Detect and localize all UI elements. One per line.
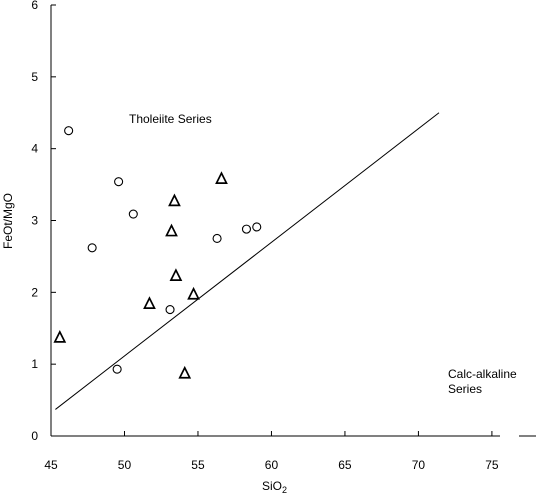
x-axis-title-subscript: 2 bbox=[282, 485, 287, 493]
x-tick-label-45: 45 bbox=[44, 458, 58, 472]
circle-point-7 bbox=[241, 224, 252, 234]
circle-point-1 bbox=[87, 243, 97, 253]
y-tick-label-6: 6 bbox=[31, 0, 38, 12]
y-axis-title: FeOt/MgO bbox=[1, 193, 15, 249]
triangle-point-7 bbox=[215, 171, 228, 184]
triangle-point-0 bbox=[53, 329, 67, 343]
y-tick-label-5: 5 bbox=[31, 70, 38, 84]
triangle-point-2 bbox=[165, 223, 178, 237]
x-tick-label-75: 75 bbox=[485, 458, 499, 472]
circle-point-4 bbox=[112, 364, 122, 374]
triangle-point-6 bbox=[187, 286, 200, 300]
x-tick-label-70: 70 bbox=[412, 458, 426, 472]
x-axis-title: SiO2 bbox=[262, 479, 287, 493]
x-tick-label-65: 65 bbox=[338, 458, 352, 472]
x-tick-label-55: 55 bbox=[191, 458, 205, 472]
annotation-tholeiite-series: Tholeiite Series bbox=[129, 112, 212, 126]
x-axis-title-main: SiO bbox=[262, 479, 282, 493]
divider-line bbox=[55, 112, 440, 410]
y-tick-label-1: 1 bbox=[31, 357, 38, 371]
y-tick-label-3: 3 bbox=[31, 214, 38, 228]
circle-point-6 bbox=[212, 233, 222, 244]
triangle-point-4 bbox=[169, 268, 183, 281]
triangle-point-5 bbox=[178, 365, 192, 379]
circle-point-5 bbox=[165, 305, 175, 315]
annotation-calc-alkaline: Calc-alkaline bbox=[448, 367, 517, 381]
x-tick-label-50: 50 bbox=[118, 458, 132, 472]
points-group bbox=[53, 126, 262, 379]
y-tick-label-2: 2 bbox=[31, 285, 38, 299]
circle-point-8 bbox=[252, 222, 262, 232]
circle-point-2 bbox=[114, 177, 124, 187]
y-tick-label-0: 0 bbox=[31, 429, 38, 443]
divider-group bbox=[55, 112, 440, 410]
triangle-point-1 bbox=[143, 296, 156, 309]
circle-point-3 bbox=[128, 209, 138, 219]
circle-point-0 bbox=[64, 126, 74, 136]
x-tick-label-60: 60 bbox=[265, 458, 279, 472]
annotation-series: Series bbox=[448, 382, 482, 396]
triangle-point-3 bbox=[168, 193, 181, 207]
y-tick-label-4: 4 bbox=[31, 142, 38, 156]
